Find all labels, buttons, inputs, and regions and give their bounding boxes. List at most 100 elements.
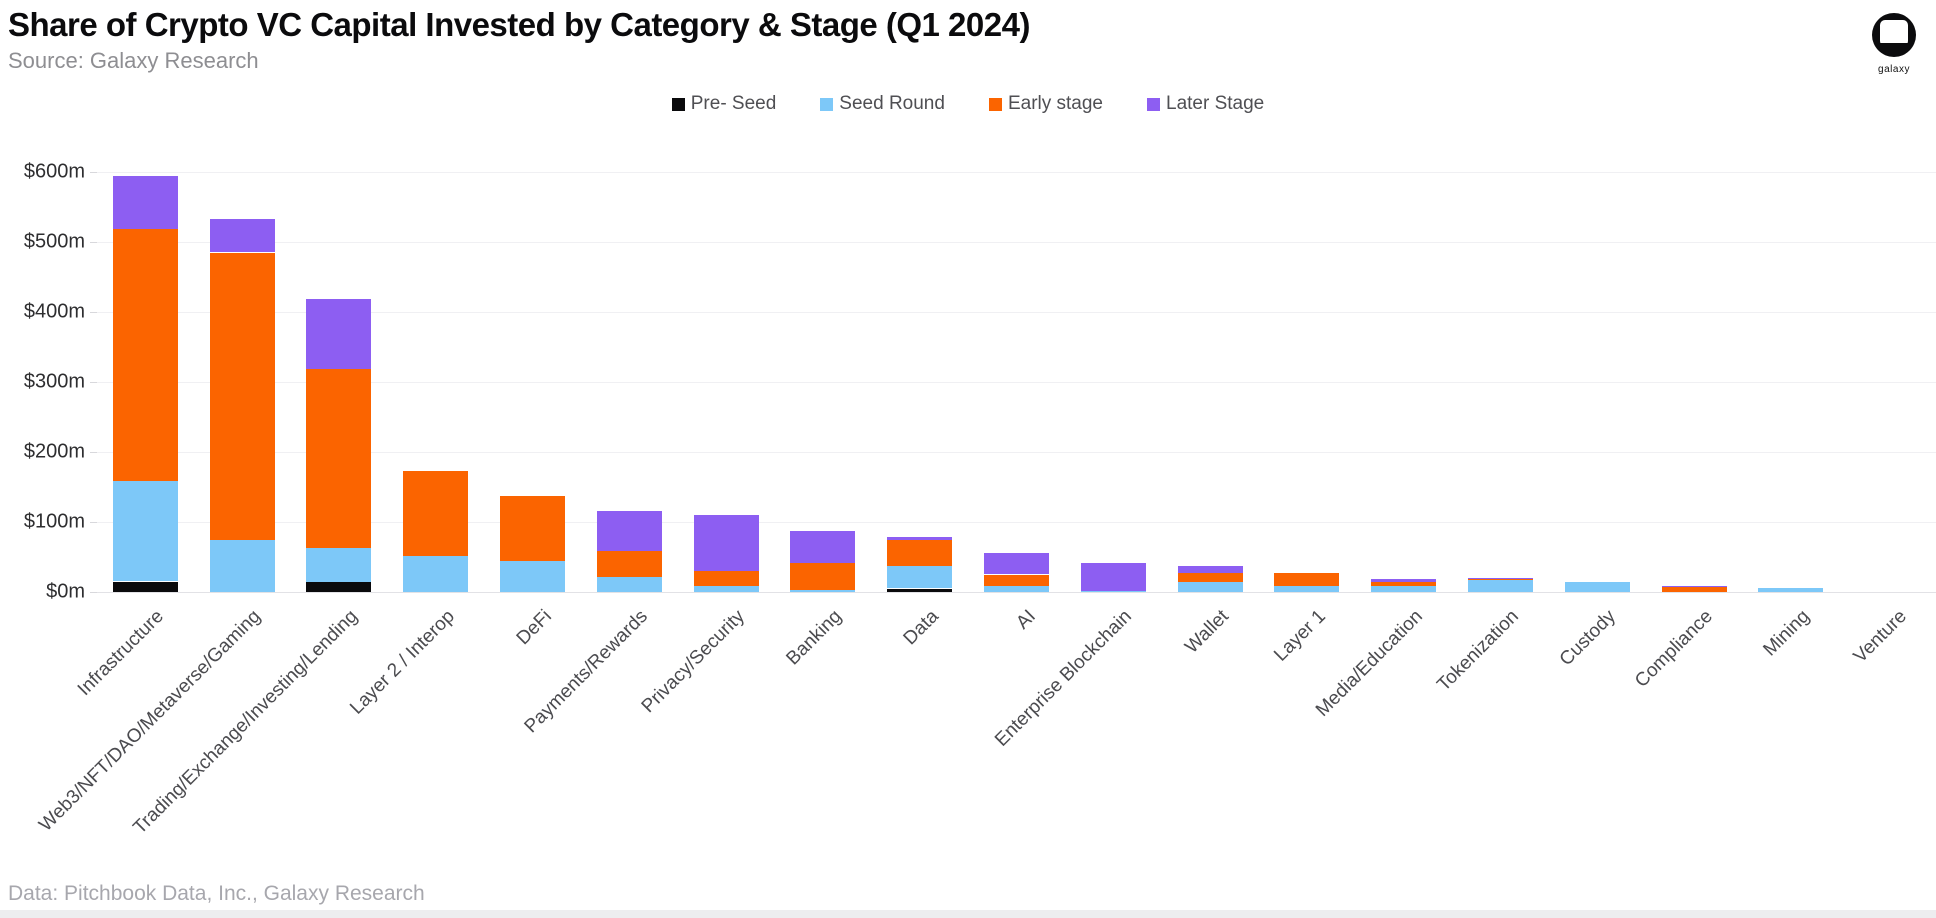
y-axis-tick: [90, 592, 97, 593]
bar-segment: [112, 175, 178, 230]
gridline: [97, 452, 1936, 453]
bar-segment: [1274, 585, 1340, 592]
gridline: [97, 312, 1936, 313]
galaxy-logo-text: galaxy: [1878, 64, 1910, 75]
bar-segment: [306, 582, 372, 592]
bar-segment: [1564, 582, 1630, 592]
gridline: [97, 172, 1936, 173]
y-axis-label: $200m: [23, 440, 85, 463]
y-axis-label: $500m: [23, 230, 85, 253]
galaxy-logo-icon: [1872, 13, 1916, 57]
y-axis-label: $400m: [23, 300, 85, 323]
bar-segment: [596, 550, 662, 578]
bar-segment: [306, 368, 372, 548]
y-axis-label: $600m: [23, 160, 85, 183]
x-axis-label: Privacy/Security: [637, 606, 749, 718]
bar-segment: [209, 540, 275, 592]
bar-segment: [306, 298, 372, 369]
legend-label: Pre- Seed: [690, 93, 777, 114]
data-credit: Data: Pitchbook Data, Inc., Galaxy Resea…: [8, 882, 425, 905]
y-axis-label: $100m: [23, 510, 85, 533]
bar-segment: [693, 571, 759, 586]
bar-segment: [887, 566, 953, 589]
bar-segment: [1274, 573, 1340, 586]
bar-segment: [1177, 573, 1243, 583]
legend-swatch-icon: [988, 97, 1002, 111]
bar-segment: [984, 552, 1049, 575]
bar-segment: [306, 547, 372, 583]
bar-segment: [500, 496, 566, 562]
x-axis-label: Mining: [1759, 606, 1814, 661]
legend-swatch-icon: [820, 97, 834, 111]
bar-segment: [112, 581, 178, 592]
legend-item-2: Early stage: [988, 93, 1103, 115]
bar-segment: [693, 585, 759, 592]
y-axis-tick: [90, 522, 97, 523]
gridline: [97, 382, 1936, 383]
bar-segment: [887, 540, 953, 567]
x-axis-label: Infrastructure: [74, 606, 169, 701]
bar-segment: [1177, 582, 1243, 592]
x-axis-label: Layer 2 / Interop: [345, 606, 459, 719]
galaxy-logo: galaxy: [1864, 12, 1924, 75]
x-axis-label: Venture: [1849, 606, 1911, 668]
x-axis-label: Custody: [1555, 606, 1621, 671]
y-axis-tick: [90, 242, 97, 243]
bar-segment: [1661, 585, 1727, 587]
y-axis-tick: [90, 452, 97, 453]
bar-segment: [1467, 578, 1533, 580]
legend-label: Later Stage: [1166, 93, 1265, 114]
bar-segment: [1758, 587, 1824, 592]
bar-segment: [790, 531, 856, 563]
x-axis-label: Wallet: [1181, 606, 1233, 658]
gridline: [97, 522, 1936, 523]
y-axis-tick: [90, 172, 97, 173]
chart-legend: Pre- Seed Seed Round Early stage Later Stag…: [0, 93, 1936, 115]
legend-swatch-icon: [671, 97, 685, 111]
bar-segment: [1661, 586, 1727, 592]
bar-segment: [1080, 590, 1146, 592]
x-axis-label: Banking: [782, 606, 846, 670]
y-axis-label: $300m: [23, 370, 85, 393]
bar-segment: [1371, 582, 1437, 586]
x-axis-label: Compliance: [1631, 606, 1717, 692]
bar-segment: [403, 556, 469, 592]
bar-segment: [1371, 585, 1437, 592]
legend-label: Seed Round: [839, 93, 945, 114]
y-axis-tick: [90, 312, 97, 313]
x-axis-label: AI: [1011, 606, 1040, 634]
x-axis-label: Enterprise Blockchain: [991, 606, 1137, 751]
bar-segment: [209, 252, 275, 541]
bar-segment: [693, 515, 759, 571]
bar-segment: [984, 574, 1049, 586]
legend-item-3: Later Stage: [1147, 93, 1264, 115]
y-axis-tick: [90, 382, 97, 383]
legend-item-1: Seed Round: [820, 93, 945, 115]
x-axis-label: Layer 1: [1270, 606, 1330, 666]
x-axis-label: Data: [899, 606, 943, 650]
bar-segment: [209, 218, 275, 253]
legend-label: Early stage: [1007, 93, 1103, 114]
legend-swatch-icon: [1147, 97, 1160, 111]
bar-segment: [887, 588, 953, 592]
bar-segment: [1467, 579, 1533, 581]
bar-segment: [596, 510, 662, 551]
bar-segment: [790, 562, 856, 590]
bar-segment: [500, 561, 566, 592]
bar-segment: [596, 577, 662, 592]
bar-segment: [403, 470, 469, 557]
legend-item-0: Pre- Seed: [671, 93, 777, 115]
bar-segment: [1467, 580, 1533, 592]
x-axis-label: Tokenization: [1433, 606, 1524, 696]
bar-segment: [1080, 562, 1146, 591]
gridline: [97, 242, 1936, 243]
source-subtitle: Source: Galaxy Research: [8, 48, 259, 73]
x-axis-label: DeFi: [512, 606, 556, 650]
page-title: Share of Crypto VC Capital Invested by C…: [8, 6, 1030, 43]
bar-segment: [984, 585, 1049, 592]
y-axis-label: $0m: [46, 580, 85, 603]
gridline: [97, 592, 1936, 593]
x-axis-label: Media/Education: [1311, 606, 1427, 721]
